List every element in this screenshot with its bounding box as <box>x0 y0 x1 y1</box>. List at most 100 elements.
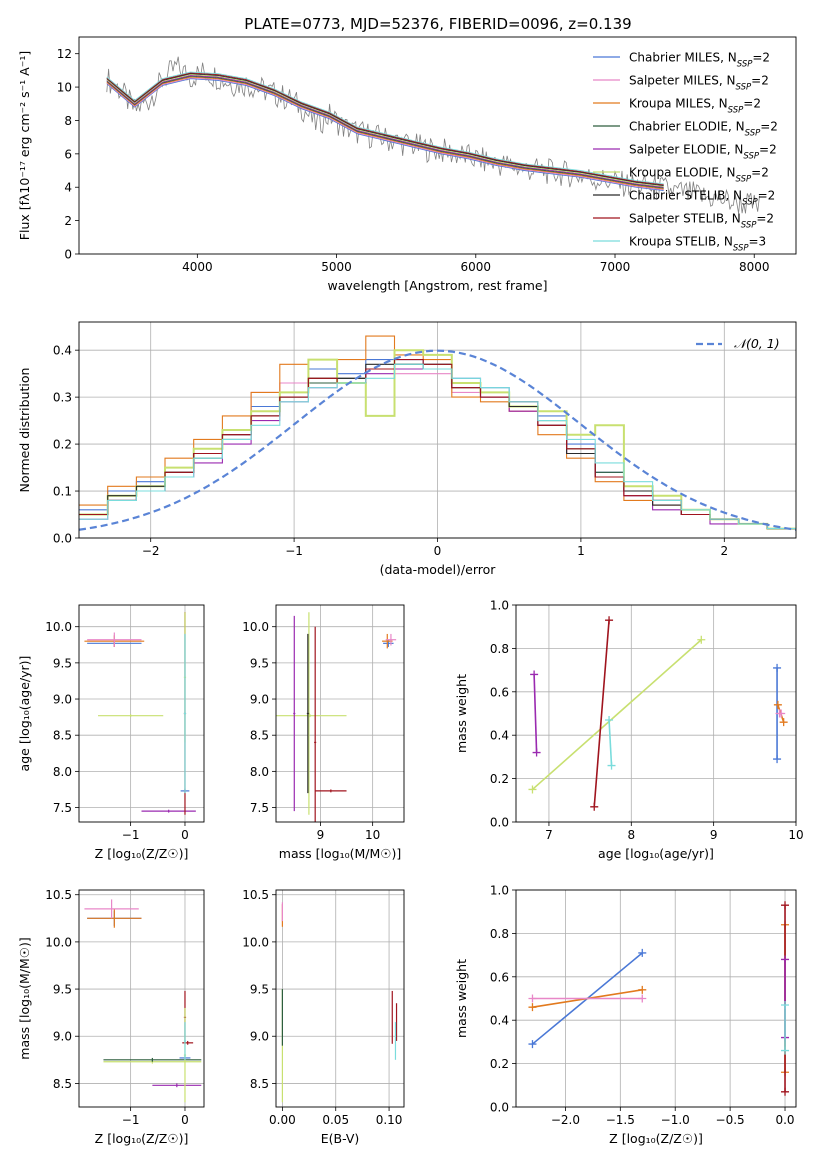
y-tick-label: 9.5 <box>53 983 72 997</box>
normal-distribution-curve <box>79 349 796 531</box>
weight-marker <box>781 1046 790 1055</box>
legend-entry: Salpeter ELODIE, NSSP=2 <box>629 143 777 162</box>
y-tick-label: 9.5 <box>53 656 72 670</box>
weight-marker <box>528 1040 537 1049</box>
legend-entry: Salpeter STELIB, NSSP=2 <box>629 212 774 231</box>
figure-title: PLATE=0773, MJD=52376, FIBERID=0096, z=0… <box>244 15 631 33</box>
y-axis-label: mass weight <box>454 674 469 753</box>
axes-frame <box>78 604 205 823</box>
y-tick-label: 8.5 <box>53 1077 72 1091</box>
error-bar-point <box>152 1083 202 1088</box>
error-bar-point <box>385 633 397 646</box>
x-tick-label: −0.5 <box>716 1113 745 1127</box>
axes-frame <box>78 889 205 1108</box>
weight-marker <box>781 1087 790 1096</box>
x-tick-label: 0.0 <box>775 1113 794 1127</box>
residual-histogram <box>79 349 796 530</box>
x-tick-label: 2 <box>720 544 728 558</box>
y-tick-label: 0.4 <box>490 1014 509 1028</box>
model-spectrum-line <box>106 78 664 192</box>
y-tick-label: 8.0 <box>53 765 72 779</box>
weight-marker <box>638 985 647 994</box>
x-axis-label: Z [log₁₀(Z/Z☉)] <box>95 846 189 861</box>
weight-marker <box>532 748 541 757</box>
weight-series <box>605 716 616 770</box>
legend-entry: Chabrier ELODIE, NSSP=2 <box>629 120 778 139</box>
x-tick-label: 10 <box>365 828 380 842</box>
y-tick-label: 9.0 <box>53 693 72 707</box>
y-tick-label: 12 <box>57 47 72 61</box>
y-tick-label: 0.0 <box>490 816 509 830</box>
error-bar-point <box>87 908 142 928</box>
x-tick-label: 0 <box>181 1113 189 1127</box>
chart-layer: 4000 5000 6000 7000 8000024681012wavelength … <box>17 36 804 1146</box>
x-tick-label: −1 <box>122 1113 140 1127</box>
y-tick-label: 0.1 <box>53 485 72 499</box>
y-axis-label: mass weight <box>454 959 469 1038</box>
error-bar-point <box>315 789 347 793</box>
model-spectrum-line <box>106 74 664 188</box>
model-spectrum-line <box>106 74 664 187</box>
weight-marker <box>530 670 539 679</box>
x-tick-label: 0 <box>181 828 189 842</box>
y-tick-label: 10.5 <box>45 888 72 902</box>
error-bar-point <box>182 1040 194 1045</box>
x-tick-label: 8000 <box>739 260 770 274</box>
y-tick-label: 9.0 <box>53 1030 72 1044</box>
y-tick-label: 0.6 <box>490 970 509 984</box>
y-tick-label: 7.5 <box>53 801 72 815</box>
weight-marker <box>773 755 782 764</box>
y-tick-label: 1.0 <box>490 599 509 613</box>
weight-series <box>781 1001 790 1055</box>
model-spectrum-line <box>106 71 664 185</box>
weight-series <box>528 994 647 1003</box>
plot-area <box>84 612 196 815</box>
error-bar-point <box>314 626 317 822</box>
y-tick-label: 0.0 <box>490 1101 509 1115</box>
legend-entry: Kroupa STELIB, NSSP=3 <box>629 235 766 254</box>
y-tick-label: 0.2 <box>490 1057 509 1071</box>
weight-series <box>530 670 541 757</box>
x-tick-label: 8 <box>627 828 635 842</box>
axes-z-mass: −1 0 8.5 9.0 9.5 10.0 10.5 Z [log₁₀(Z/Z☉)] mass … <box>17 888 205 1146</box>
x-tick-label: 9 <box>710 828 718 842</box>
y-tick-label: 10.0 <box>242 935 269 949</box>
weight-line <box>531 639 702 791</box>
x-tick-label: −1.0 <box>661 1113 690 1127</box>
legend-entry: Kroupa MILES, NSSP=2 <box>629 97 761 116</box>
y-tick-label: 7.5 <box>250 801 269 815</box>
axes-frame <box>78 321 797 539</box>
error-bar-point <box>98 714 164 718</box>
axes-z-weight: −2.0 −1.5 −1.0 −0.5 0.0 0.0 0.2 0.4 0.6 0.8 1.0 Z [… <box>454 884 797 1146</box>
weight-line <box>533 674 538 753</box>
y-tick-label: 10.0 <box>242 620 269 634</box>
plot-area <box>79 335 796 531</box>
weight-marker <box>773 700 782 709</box>
weight-marker <box>638 994 647 1003</box>
error-bar-point <box>306 633 309 794</box>
weight-marker <box>528 785 537 794</box>
weight-marker <box>777 709 786 718</box>
axes-frame <box>78 36 797 255</box>
x-axis-label: E(B-V) <box>321 1131 360 1146</box>
weight-series <box>528 635 706 794</box>
model-spectrum-line <box>106 75 664 189</box>
y-tick-label: 8.5 <box>250 1077 269 1091</box>
y-tick-label: 10.5 <box>242 888 269 902</box>
model-spectrum-line <box>106 77 664 191</box>
plot-area <box>281 902 398 1103</box>
error-bar-point <box>87 632 142 647</box>
y-tick-label: 10 <box>57 81 72 95</box>
weight-marker <box>638 948 647 957</box>
error-bar-point <box>293 615 296 812</box>
weight-marker <box>773 663 782 672</box>
x-tick-label: 0.05 <box>322 1113 349 1127</box>
x-axis-label: (data-model)/error <box>380 562 497 577</box>
y-tick-label: 6 <box>64 147 72 161</box>
x-axis-label: wavelength [Angstrom, rest frame] <box>327 278 547 293</box>
plot-area <box>528 901 790 1096</box>
y-tick-label: 9.0 <box>250 1030 269 1044</box>
y-tick-label: 10.0 <box>45 935 72 949</box>
y-tick-label: 0.6 <box>490 685 509 699</box>
y-tick-label: 0.4 <box>490 729 509 743</box>
